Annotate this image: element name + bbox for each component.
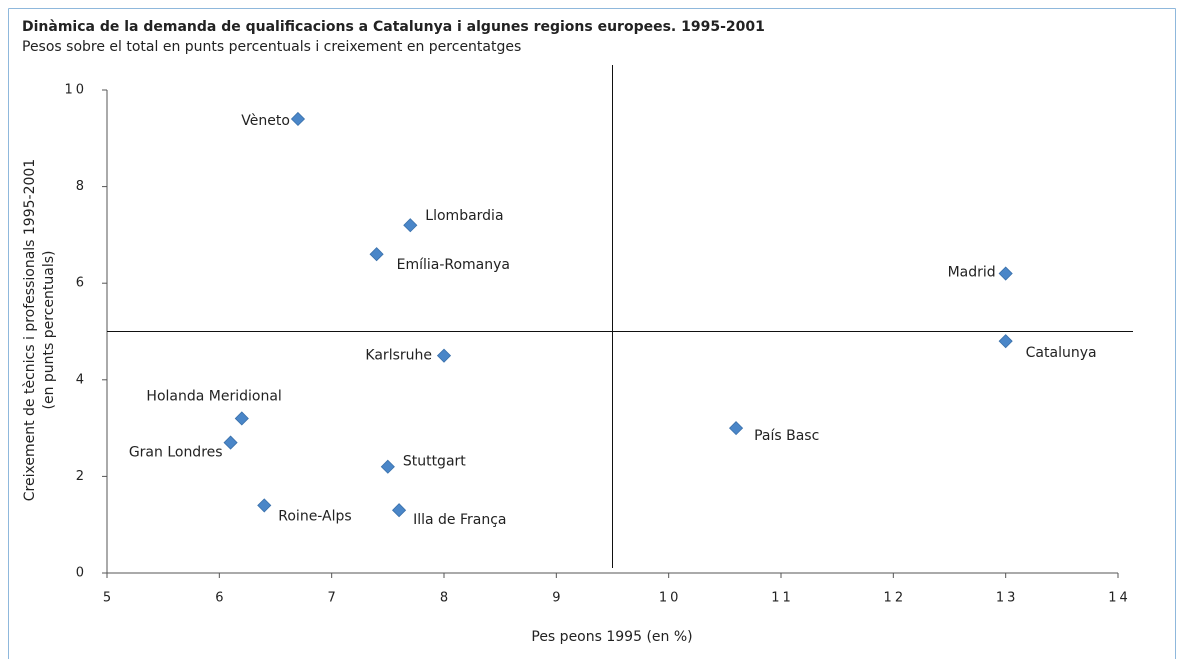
scatter-point — [998, 334, 1013, 349]
point-label: Gran Londres — [129, 445, 223, 461]
y-tick-label: 10 — [64, 83, 87, 98]
x-tick-label: 5 — [103, 591, 114, 606]
point-label: Emília-Romanya — [397, 257, 510, 273]
point-label: Vèneto — [241, 113, 290, 129]
y-tick-label: 6 — [76, 276, 87, 291]
x-tick-label: 13 — [996, 591, 1019, 606]
scatter-point — [392, 503, 407, 518]
scatter-point — [369, 247, 384, 262]
x-tick-label: 11 — [771, 591, 794, 606]
point-label: País Basc — [754, 428, 819, 444]
y-tick-label: 0 — [76, 566, 87, 581]
y-tick-label: 8 — [76, 179, 87, 194]
scatter-point — [257, 498, 272, 513]
point-label: Illa de França — [413, 512, 506, 528]
point-label: Catalunya — [1026, 345, 1097, 361]
chart-subtitle: Pesos sobre el total en punts percentual… — [22, 39, 521, 55]
scatter-point — [436, 348, 452, 363]
scatter-point — [998, 266, 1013, 281]
chart-title: Dinàmica de la demanda de qualificacions… — [22, 19, 765, 35]
scatter-point — [234, 411, 249, 426]
x-tick-label: 14 — [1108, 591, 1131, 606]
scatter-point — [403, 218, 418, 233]
point-label: Madrid — [948, 265, 996, 281]
scatter-point — [290, 111, 306, 127]
point-label: Roine-Alps — [278, 508, 351, 524]
x-axis-label: Pes peons 1995 (en %) — [531, 629, 692, 645]
point-label: Holanda Meridional — [146, 388, 281, 404]
scatter-point — [223, 435, 238, 450]
x-tick-label: 6 — [215, 591, 226, 606]
x-tick-label: 12 — [884, 591, 907, 606]
point-label: Karlsruhe — [365, 348, 432, 364]
x-tick-label: 8 — [440, 591, 451, 606]
point-label: Llombardia — [425, 208, 503, 224]
x-tick-label: 10 — [659, 591, 682, 606]
point-label: Stuttgart — [403, 454, 466, 470]
x-tick-label: 9 — [552, 591, 563, 606]
y-tick-label: 4 — [76, 372, 87, 387]
y-axis-label: Creixement de tècnics i professionals 19… — [22, 159, 38, 501]
scatter-point — [729, 421, 744, 436]
scatter-point — [380, 459, 395, 474]
y-tick-label: 2 — [76, 469, 87, 484]
y-axis-label: (en punts percentuals) — [41, 251, 57, 410]
x-tick-label: 7 — [328, 591, 339, 606]
